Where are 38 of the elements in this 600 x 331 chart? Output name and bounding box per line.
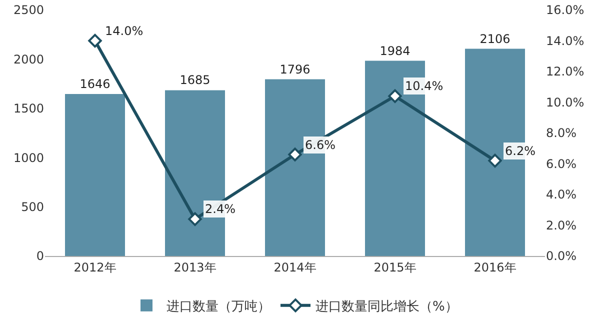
- point: [188, 212, 202, 226]
- y2-tick-label: 2.0%: [546, 218, 576, 232]
- y2-tick-label: 10.0%: [546, 95, 584, 110]
- data-label: 2106: [480, 32, 510, 46]
- y-tick-label: 2500: [13, 3, 44, 18]
- y-tick-label: 500: [21, 200, 44, 214]
- data-label: 6.6%: [305, 138, 336, 152]
- point: [88, 34, 102, 48]
- data-label: 1984: [380, 44, 410, 58]
- y2-tick-label: 16.0%: [546, 3, 584, 18]
- y2-tick-label: 4.0%: [546, 188, 576, 202]
- y2-tick-label: 12.0%: [546, 64, 584, 79]
- bar: [65, 94, 125, 256]
- y2-tick-label: 14.0%: [546, 34, 584, 48]
- legend-label: 进口数量同比增长（%）: [316, 299, 458, 314]
- y-tick-label: 2000: [13, 52, 44, 66]
- y2-tick-label: 8.0%: [546, 126, 576, 140]
- data-label: 1796: [280, 62, 310, 76]
- data-label: 10.4%: [405, 79, 444, 93]
- data-label: 14.0%: [105, 24, 144, 38]
- y2-tick-label: 6.0%: [546, 156, 576, 171]
- x-tick-label: 2015年: [374, 260, 416, 274]
- y2-tick-label: 0.0%: [546, 249, 576, 264]
- data-label: 1646: [80, 77, 110, 92]
- x-tick-label: 2012年: [74, 260, 116, 274]
- x-tick-label: 2016年: [474, 260, 516, 274]
- data-label: 6.2%: [505, 144, 536, 158]
- data-label: 1685: [180, 73, 210, 88]
- data-label: 2.4%: [205, 202, 236, 216]
- y-tick-label: 1500: [13, 102, 44, 116]
- x-tick-label: 2013年: [174, 260, 216, 274]
- point: [488, 154, 502, 168]
- y-tick-label: 1000: [13, 150, 44, 165]
- legend-label: 进口数量（万吨）: [166, 299, 270, 314]
- point: [388, 89, 402, 103]
- y-tick-label: 0: [36, 249, 44, 264]
- x-tick-label: 2014年: [274, 260, 316, 274]
- point: [288, 148, 302, 162]
